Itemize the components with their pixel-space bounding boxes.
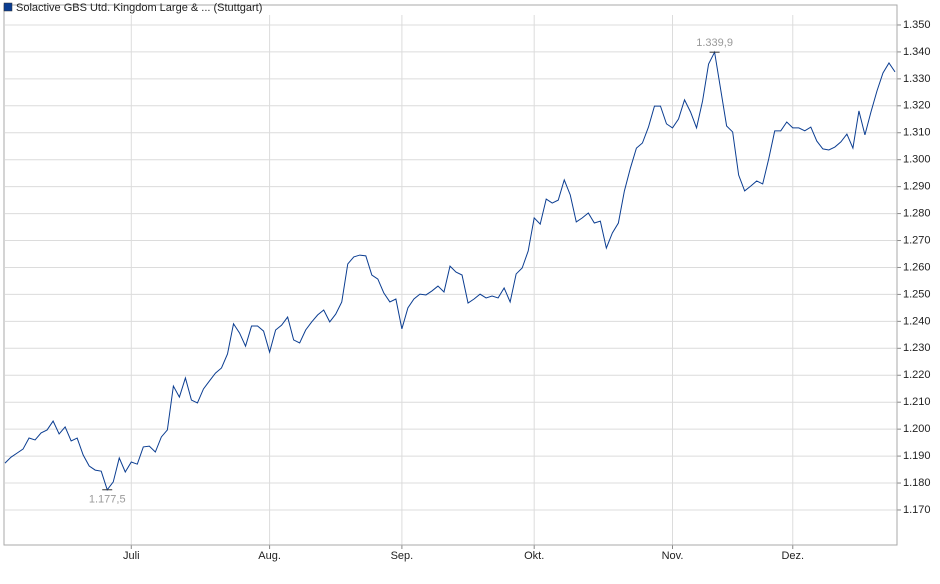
x-tick-label: Juli bbox=[123, 550, 140, 562]
y-tick-label: 1.350 bbox=[903, 19, 931, 31]
value-label: 1.339,9 bbox=[696, 37, 733, 49]
y-tick-label: 1.300 bbox=[903, 154, 931, 166]
y-tick-label: 1.270 bbox=[903, 234, 931, 246]
x-tick-label: Sep. bbox=[391, 550, 414, 562]
y-tick-label: 1.250 bbox=[903, 288, 931, 300]
y-tick-label: 1.340 bbox=[903, 46, 931, 58]
y-tick-label: 1.220 bbox=[903, 369, 931, 381]
x-tick-label: Dez. bbox=[781, 550, 804, 562]
legend-swatch bbox=[3, 2, 13, 12]
series-line bbox=[4, 50, 896, 491]
x-tick-label: Aug. bbox=[258, 550, 281, 562]
y-tick-label: 1.180 bbox=[903, 477, 931, 489]
y-tick-label: 1.330 bbox=[903, 73, 931, 85]
plot-frame bbox=[3, 4, 898, 546]
y-tick-label: 1.200 bbox=[903, 423, 931, 435]
y-tick-label: 1.320 bbox=[903, 100, 931, 112]
y-tick-label: 1.210 bbox=[903, 396, 931, 408]
x-tick-label: Nov. bbox=[662, 550, 684, 562]
y-tick-label: 1.310 bbox=[903, 127, 931, 139]
x-tick-label: Okt. bbox=[524, 550, 544, 562]
value-label: 1.177,5 bbox=[89, 494, 126, 506]
legend-label: Solactive GBS Utd. Kingdom Large & ... (… bbox=[16, 2, 262, 14]
y-tick-label: 1.170 bbox=[903, 504, 931, 516]
y-tick-label: 1.230 bbox=[903, 342, 931, 354]
y-tick-label: 1.190 bbox=[903, 450, 931, 462]
y-tick-label: 1.240 bbox=[903, 315, 931, 327]
y-tick-label: 1.260 bbox=[903, 261, 931, 273]
y-tick-label: 1.290 bbox=[903, 181, 931, 193]
y-tick-label: 1.280 bbox=[903, 207, 931, 219]
